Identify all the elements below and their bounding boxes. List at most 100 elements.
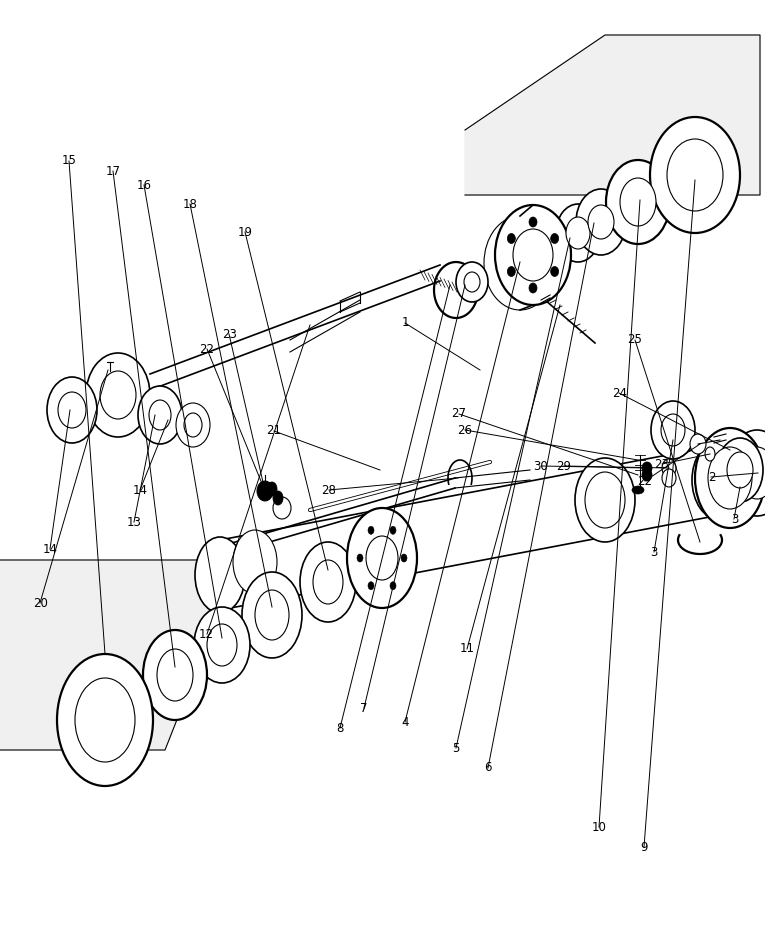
Text: 26: 26: [457, 424, 473, 437]
Text: 3: 3: [731, 513, 738, 526]
Ellipse shape: [194, 607, 250, 683]
Text: 19: 19: [237, 226, 252, 239]
Text: 21: 21: [266, 424, 282, 437]
Ellipse shape: [257, 481, 273, 501]
Text: 14: 14: [132, 484, 148, 497]
Ellipse shape: [143, 630, 207, 720]
Text: 18: 18: [182, 197, 197, 211]
Ellipse shape: [529, 217, 537, 227]
Text: 30: 30: [533, 460, 549, 473]
Ellipse shape: [690, 434, 706, 454]
Ellipse shape: [176, 403, 210, 447]
Text: 5: 5: [452, 742, 460, 755]
Text: 25: 25: [627, 333, 643, 346]
Ellipse shape: [692, 440, 748, 520]
Text: 16: 16: [136, 179, 151, 192]
Text: 2: 2: [708, 471, 715, 484]
Ellipse shape: [368, 526, 374, 534]
Text: 27: 27: [451, 407, 467, 420]
Ellipse shape: [588, 205, 614, 239]
Ellipse shape: [273, 491, 283, 505]
Text: 24: 24: [612, 387, 627, 400]
Text: 6: 6: [484, 761, 492, 774]
Polygon shape: [465, 35, 760, 195]
Polygon shape: [0, 560, 240, 750]
Ellipse shape: [273, 497, 291, 519]
Text: 9: 9: [640, 841, 648, 854]
Ellipse shape: [661, 414, 685, 446]
Ellipse shape: [667, 139, 723, 211]
Text: 7: 7: [360, 702, 368, 715]
Ellipse shape: [739, 447, 765, 499]
Ellipse shape: [507, 233, 516, 243]
Ellipse shape: [513, 229, 553, 281]
Text: 8: 8: [336, 722, 343, 735]
Ellipse shape: [495, 205, 571, 305]
Ellipse shape: [576, 189, 626, 255]
Text: 22: 22: [199, 343, 214, 356]
Ellipse shape: [551, 267, 558, 276]
Ellipse shape: [551, 233, 558, 243]
Ellipse shape: [727, 452, 753, 488]
Ellipse shape: [632, 486, 644, 494]
Ellipse shape: [650, 117, 740, 233]
Text: 4: 4: [402, 716, 409, 729]
Ellipse shape: [184, 413, 202, 437]
Ellipse shape: [86, 353, 150, 437]
Ellipse shape: [255, 590, 289, 640]
Ellipse shape: [401, 554, 407, 562]
Text: 1: 1: [402, 316, 409, 329]
Ellipse shape: [313, 560, 343, 604]
Ellipse shape: [529, 283, 537, 293]
Ellipse shape: [566, 217, 590, 249]
Ellipse shape: [366, 536, 398, 580]
Ellipse shape: [456, 262, 488, 302]
Ellipse shape: [585, 472, 625, 528]
Ellipse shape: [662, 459, 676, 477]
Ellipse shape: [727, 430, 765, 516]
Ellipse shape: [100, 371, 136, 419]
Ellipse shape: [157, 649, 193, 701]
Ellipse shape: [484, 216, 556, 310]
Ellipse shape: [556, 204, 600, 262]
Ellipse shape: [705, 447, 715, 461]
Text: 11: 11: [460, 642, 475, 655]
Ellipse shape: [347, 508, 417, 608]
Ellipse shape: [357, 554, 363, 562]
Ellipse shape: [242, 572, 302, 658]
Ellipse shape: [207, 624, 237, 666]
Ellipse shape: [507, 267, 516, 276]
Ellipse shape: [149, 400, 171, 430]
Text: 13: 13: [126, 516, 142, 529]
Text: 23: 23: [654, 458, 669, 471]
Text: 20: 20: [33, 597, 48, 610]
Ellipse shape: [57, 654, 153, 786]
Text: 15: 15: [61, 154, 76, 168]
Ellipse shape: [390, 581, 396, 590]
Text: 28: 28: [321, 484, 337, 497]
Ellipse shape: [708, 447, 752, 509]
Ellipse shape: [662, 469, 676, 487]
Ellipse shape: [464, 272, 480, 292]
Text: 14: 14: [42, 543, 57, 556]
Ellipse shape: [620, 178, 656, 226]
Text: 10: 10: [591, 821, 607, 834]
Ellipse shape: [575, 458, 635, 542]
Text: 23: 23: [222, 328, 237, 341]
Ellipse shape: [195, 537, 245, 613]
Ellipse shape: [642, 469, 652, 481]
Ellipse shape: [138, 386, 182, 444]
Ellipse shape: [267, 482, 277, 496]
Ellipse shape: [47, 377, 97, 443]
Ellipse shape: [606, 160, 670, 244]
Text: 17: 17: [106, 165, 121, 178]
Text: 29: 29: [556, 460, 571, 473]
Ellipse shape: [390, 526, 396, 534]
Text: 12: 12: [199, 628, 214, 641]
Text: 22: 22: [637, 475, 653, 488]
Text: 3: 3: [650, 546, 658, 559]
Ellipse shape: [717, 438, 763, 502]
Ellipse shape: [695, 428, 765, 528]
Ellipse shape: [300, 542, 356, 622]
Ellipse shape: [233, 530, 277, 594]
